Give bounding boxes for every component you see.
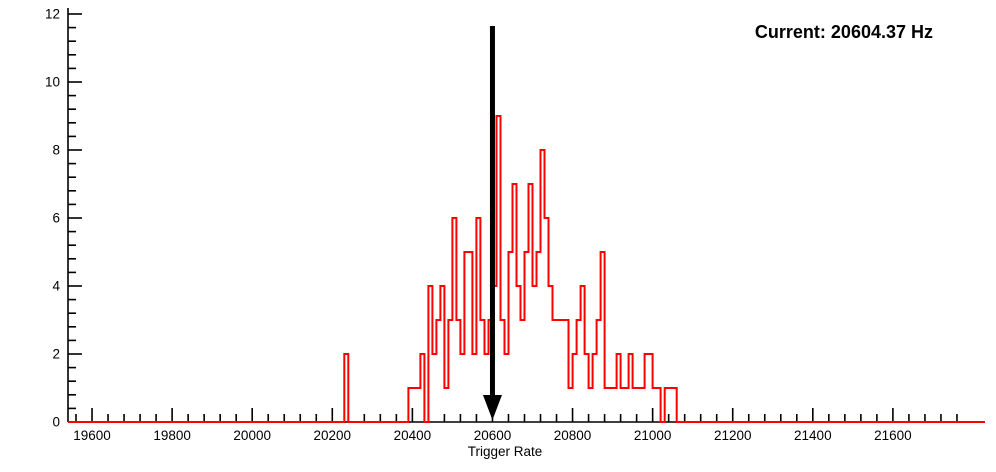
x-tick-label: 20400 xyxy=(394,428,432,443)
y-tick-label: 2 xyxy=(52,347,60,362)
current-rate-label: Current: 20604.37 Hz xyxy=(755,22,933,42)
x-tick-label: 21200 xyxy=(714,428,752,443)
y-tick-label: 6 xyxy=(52,211,60,226)
y-tick-label: 0 xyxy=(52,415,60,430)
y-tick-label: 12 xyxy=(45,7,60,22)
x-tick-label: 21000 xyxy=(634,428,672,443)
tick-labels: 0 2 4 6 8 10 12 19600 19800 20000 20200 20400 20600 2… xyxy=(45,7,912,460)
current-rate-arrow xyxy=(482,26,502,420)
y-tick-label: 10 xyxy=(45,75,60,90)
x-tick-label: 19600 xyxy=(73,428,111,443)
arrow-head xyxy=(482,395,502,420)
y-tick-label: 8 xyxy=(52,143,60,158)
x-tick-label: 20800 xyxy=(554,428,592,443)
x-tick-label: 19800 xyxy=(153,428,191,443)
x-tick-label: 21400 xyxy=(794,428,832,443)
x-tick-label: 20600 xyxy=(474,428,512,443)
x-tick-label: 21600 xyxy=(874,428,912,443)
histogram-line xyxy=(68,115,985,423)
x-tick-label: 20200 xyxy=(314,428,352,443)
x-axis-title: Trigger Rate xyxy=(468,444,543,459)
x-tick-label: 20000 xyxy=(233,428,271,443)
y-tick-label: 4 xyxy=(52,279,60,294)
